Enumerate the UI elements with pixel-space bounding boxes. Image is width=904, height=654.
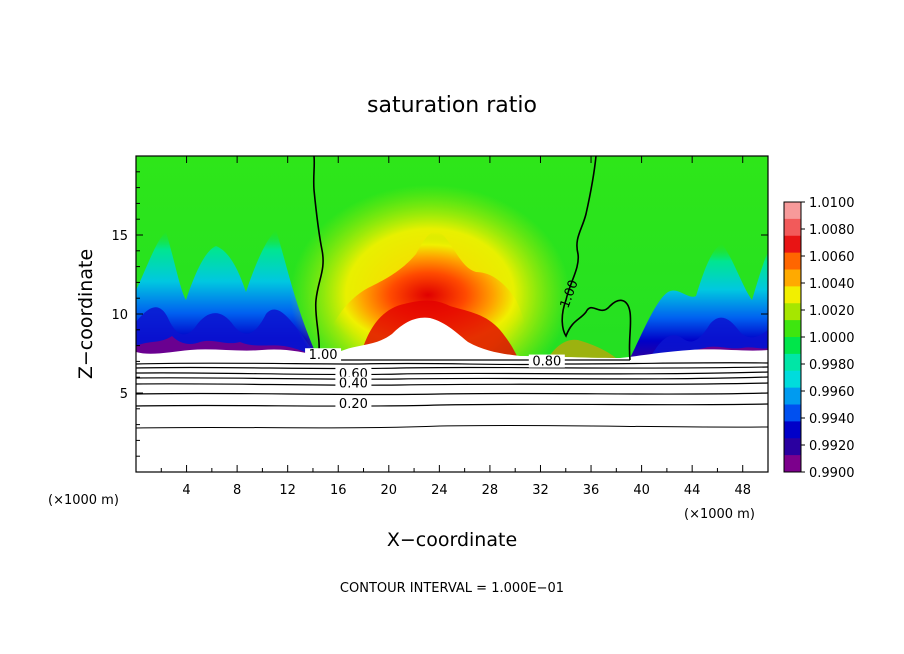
x-tick-label: 4 <box>182 483 190 498</box>
contour-label: 0.20 <box>339 397 368 412</box>
colorbar-swatch <box>784 421 801 439</box>
contour-0-30 <box>136 392 768 396</box>
contour-0-80 <box>136 362 768 366</box>
y-axis: 5 10 15 <box>111 171 768 457</box>
y-tick-label: 15 <box>111 229 128 244</box>
x-tick-label: 40 <box>633 483 650 498</box>
colorbar-label: 1.0020 <box>809 304 855 319</box>
x-tick-label: 20 <box>381 483 398 498</box>
chart-title: saturation ratio <box>367 93 537 118</box>
colorbar-swatch <box>784 387 801 405</box>
z-unit-label: (×1000 m) <box>48 493 119 508</box>
contour-label-bg <box>305 348 342 362</box>
contour-0-40 <box>136 382 768 386</box>
colorbar-swatch <box>784 337 801 355</box>
cloud-region <box>136 317 768 472</box>
contour-0-70 <box>136 366 768 370</box>
y-tick-label: 10 <box>111 308 128 323</box>
contour-0-20 <box>136 403 768 407</box>
colorbar-swatch <box>784 353 801 372</box>
contour-1-00-left <box>312 156 324 361</box>
y-axis-label: Z−coordinate <box>75 249 97 379</box>
x-unit-label: (×1000 m) <box>684 507 755 522</box>
x-tick-label: 16 <box>330 483 347 498</box>
colorbar-label: 1.0040 <box>809 277 855 292</box>
colorbar-label: 1.0100 <box>809 196 855 211</box>
colorbar-swatch <box>784 252 801 270</box>
contour-label-bg <box>528 354 565 368</box>
colorbar-label: 0.9960 <box>809 385 855 400</box>
colorbar-swatch <box>784 269 801 287</box>
plot-area: 1.001.000.800.600.400.20 <box>136 156 768 472</box>
colorbar-swatch <box>784 235 801 254</box>
contour-label: 0.40 <box>339 377 368 392</box>
x-tick-label: 48 <box>734 483 751 498</box>
colorbar-swatch <box>784 404 801 422</box>
colorbar-label: 0.9920 <box>809 439 855 454</box>
colorbar-swatch <box>784 303 801 321</box>
colorbar-swatch <box>784 286 801 304</box>
x-tick-label: 28 <box>482 483 499 498</box>
contour-0-50 <box>136 376 768 380</box>
colorbar-label: 0.9900 <box>809 466 855 481</box>
x-tick-label: 44 <box>684 483 701 498</box>
colorbar-label: 0.9940 <box>809 412 855 427</box>
colorbar-swatch <box>784 438 801 456</box>
colorbar-label: 1.0000 <box>809 331 855 346</box>
x-tick-label: 32 <box>532 483 549 498</box>
y-tick-label: 5 <box>120 387 128 402</box>
contour-label: 1.00 <box>309 348 338 363</box>
contour-lines <box>136 156 768 429</box>
x-tick-label: 12 <box>279 483 296 498</box>
x-tick-label: 8 <box>233 483 241 498</box>
contour-label-bg <box>335 376 372 390</box>
colorbar-label: 0.9980 <box>809 358 855 373</box>
colorbar-label: 1.0080 <box>809 223 855 238</box>
colorbar-swatch <box>784 320 801 338</box>
x-tick-label: 24 <box>431 483 448 498</box>
colorbar-swatch <box>784 370 801 389</box>
supersaturated-orange-band <box>548 339 616 358</box>
cool-region-right-deep <box>650 317 768 358</box>
contour-0-10 <box>136 424 768 429</box>
x-axis: 4 8 12 16 20 24 28 32 36 40 44 48 <box>160 156 751 498</box>
colorbar-swatch <box>784 202 801 220</box>
contour-1-00-right <box>561 156 632 361</box>
contour-label-bg <box>335 397 372 411</box>
x-axis-label: X−coordinate <box>387 529 517 551</box>
colorbar-label: 1.0060 <box>809 250 855 265</box>
colorbar: 1.0100 1.0080 1.0060 1.0040 1.0020 1.0000 0.99… <box>783 196 855 481</box>
colorbar-swatch <box>784 455 801 473</box>
contour-0-60 <box>136 371 768 376</box>
contour-interval-note: CONTOUR INTERVAL = 1.000E−01 <box>340 581 564 596</box>
x-tick-label: 36 <box>583 483 600 498</box>
colorbar-swatch <box>784 218 801 237</box>
contour-label: 0.80 <box>532 355 561 370</box>
